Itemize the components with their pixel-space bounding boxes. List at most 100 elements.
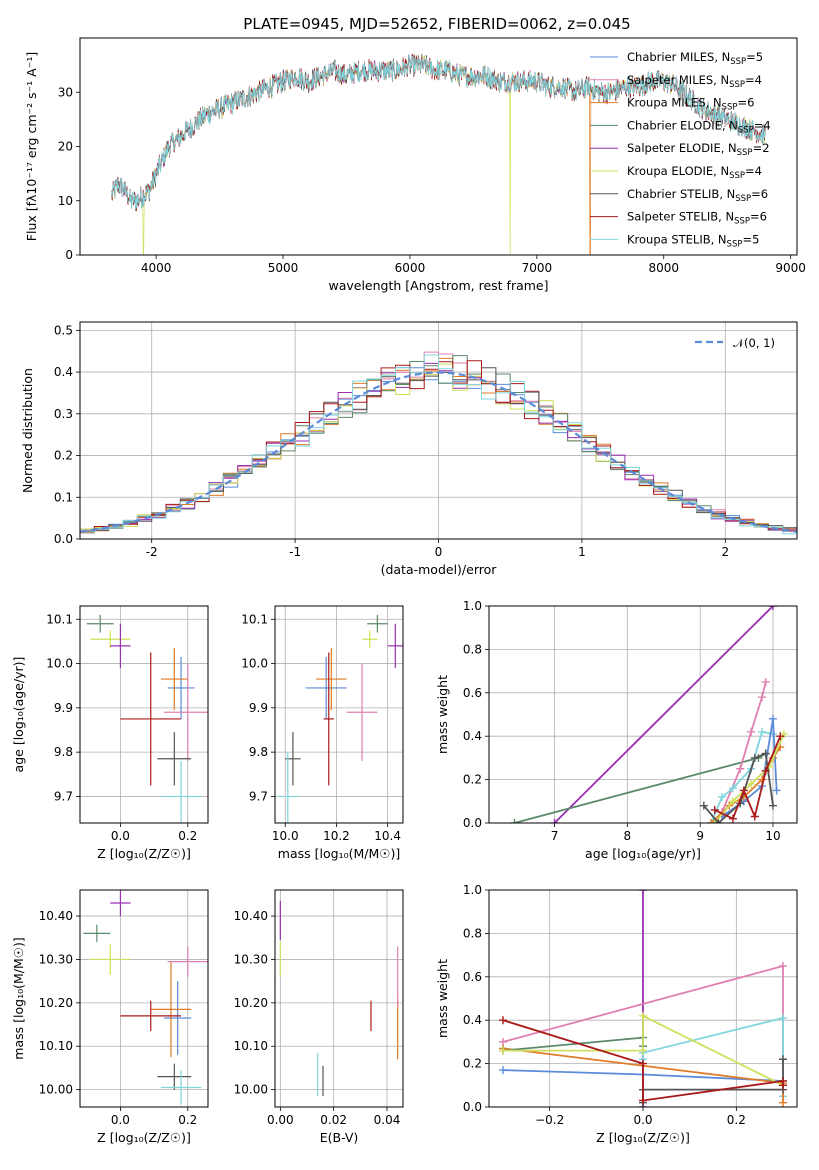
- legend-entry: 𝒩(0, 1): [733, 336, 775, 350]
- axes-frame: [79, 321, 798, 540]
- x-tick-label: 9000: [775, 261, 806, 275]
- x-tick-label: -1: [289, 545, 301, 559]
- weight-marker: [510, 819, 519, 823]
- plot-area: [80, 351, 797, 535]
- y-tick-label: 0.2: [463, 773, 482, 787]
- x-tick-label: 6000: [395, 261, 426, 275]
- weight-series-line: [714, 735, 782, 820]
- y-tick-label: 0: [65, 248, 73, 262]
- x-axis-label: wavelength [Angstrom, rest frame]: [328, 278, 548, 293]
- y-tick-label: 0.0: [463, 1100, 482, 1114]
- y-tick-label: 0.0: [54, 532, 73, 546]
- y-tick-label: 10.00: [39, 1083, 73, 1097]
- y-tick-label: 10.20: [39, 996, 73, 1010]
- errorbar-point: [120, 1000, 182, 1032]
- y-tick-label: 10.30: [39, 952, 73, 966]
- axes-frame: [79, 605, 209, 824]
- legend-entry: Salpeter ELODIE, NSSP=2: [627, 141, 770, 158]
- weight-marker: [768, 714, 777, 723]
- y-tick-label: 20: [58, 140, 73, 154]
- x-tick-label: -2: [146, 545, 158, 559]
- y-tick-label: 10.10: [234, 1039, 268, 1053]
- y-tick-label: 10.20: [234, 996, 268, 1010]
- weight-marker: [747, 727, 756, 736]
- errorbar-point: [86, 614, 114, 633]
- x-tick-label: 0.00: [267, 1113, 294, 1127]
- y-axis-label: mass weight: [435, 959, 450, 1038]
- axes-frame: [79, 37, 798, 256]
- y-tick-label: 0.8: [463, 642, 482, 656]
- y-tick-label: 10.00: [234, 1083, 268, 1097]
- x-tick-label: 0.0: [111, 1113, 130, 1127]
- weight-marker: [639, 1046, 647, 1055]
- y-tick-label: 0.8: [463, 926, 482, 940]
- errorbar-point: [90, 630, 131, 649]
- plot-area: [86, 614, 208, 823]
- figure-title: PLATE=0945, MJD=52652, FIBERID=0062, z=0…: [243, 15, 630, 33]
- x-tick-label: 7000: [522, 261, 553, 275]
- y-tick-label: 1.0: [463, 883, 482, 897]
- weight-marker: [779, 1014, 787, 1023]
- errorbar-point: [120, 652, 182, 786]
- weight-marker: [758, 727, 767, 736]
- weight-series-line: [553, 606, 774, 823]
- x-tick-label: 0: [435, 545, 443, 559]
- errorbar-point: [160, 648, 188, 711]
- weight-marker: [699, 801, 708, 810]
- errorbar-point: [110, 890, 131, 917]
- x-tick-label: 0.2: [727, 1113, 746, 1127]
- x-tick-label: 0.02: [320, 1113, 347, 1127]
- y-axis-label: Normed distribution: [20, 368, 35, 493]
- y-tick-label: 10.0: [241, 657, 268, 671]
- errorbar-point: [167, 656, 195, 719]
- weight-marker: [758, 693, 767, 702]
- errorbar-point: [110, 623, 131, 668]
- y-tick-label: 10.1: [241, 612, 268, 626]
- x-axis-label: Z [log₁₀(Z/Z☉)]: [97, 1130, 191, 1145]
- legend-entry: Kroupa ELODIE, NSSP=4: [627, 164, 762, 181]
- y-tick-label: 0.1: [54, 490, 73, 504]
- weight-series-line: [714, 733, 785, 823]
- legend-entry: Kroupa MILES, NSSP=6: [627, 96, 754, 113]
- weight-marker: [779, 1055, 787, 1064]
- weight-marker: [639, 890, 647, 894]
- errorbar-point: [157, 1063, 192, 1090]
- errorbar-point: [164, 981, 192, 1055]
- weight-series-line: [703, 752, 774, 823]
- weight-marker: [714, 819, 723, 823]
- weight-marker: [499, 1046, 507, 1055]
- y-tick-label: 10: [58, 194, 73, 208]
- x-axis-label: mass [log₁₀(M/M☉)]: [278, 846, 400, 861]
- panel-age-vs-mass: 10.0 10.2 10.4 9.7 9.8 9.9 10.0 10.1 mass [log₁₀…: [241, 605, 404, 861]
- weight-marker: [499, 1066, 507, 1075]
- panel-spectrum: 4000 5000 6000 7000 8000 9000 0 10 20 30 wavelengt…: [24, 37, 806, 293]
- errorbar-point: [157, 732, 192, 786]
- x-tick-label: 0.2: [178, 1113, 197, 1127]
- weight-marker: [728, 797, 737, 806]
- y-tick-label: 0.0: [463, 816, 482, 830]
- legend-entry: Salpeter STELIB, NSSP=6: [627, 210, 767, 227]
- weight-marker: [779, 961, 787, 970]
- legend-entry: Kroupa STELIB, NSSP=5: [627, 232, 759, 249]
- weight-marker: [750, 753, 759, 762]
- weight-marker: [739, 786, 748, 795]
- y-axis-label: mass [log₁₀(M/M☉)]: [11, 937, 26, 1059]
- errorbar-point: [315, 648, 347, 711]
- errorbar-point: [346, 663, 378, 761]
- x-tick-label: 1: [578, 545, 586, 559]
- y-tick-label: 10.10: [39, 1039, 73, 1053]
- weight-marker: [772, 786, 781, 795]
- y-tick-label: 9.8: [249, 745, 268, 759]
- panel-weight-vs-age: 7 8 9 10 0.0 0.2 0.4 0.6 0.8 1.0 age [log₁₀(age/yr…: [435, 599, 798, 861]
- plot-area: [499, 890, 787, 1107]
- x-axis-label: Z [log₁₀(Z/Z☉)]: [97, 846, 191, 861]
- weight-marker: [710, 805, 719, 814]
- x-axis-label: Z [log₁₀(Z/Z☉)]: [596, 1130, 690, 1145]
- errorbar-point: [305, 656, 347, 719]
- y-tick-label: 10.30: [234, 952, 268, 966]
- x-tick-label: 4000: [141, 261, 172, 275]
- axes-frame: [274, 889, 404, 1108]
- weight-series-line: [503, 1014, 784, 1087]
- axes-frame: [488, 889, 798, 1108]
- weight-marker: [639, 1096, 647, 1105]
